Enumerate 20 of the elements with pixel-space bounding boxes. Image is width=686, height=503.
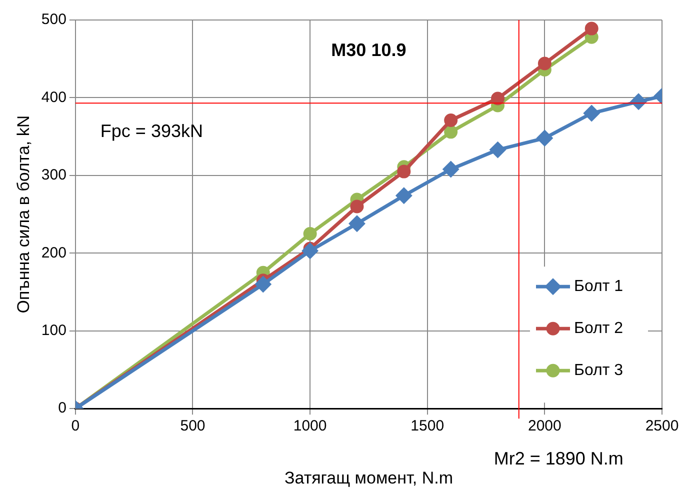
legend-label: Болт 3 (574, 362, 624, 380)
y-tick-label: 200 (41, 244, 66, 262)
x-tick-label: 1000 (293, 418, 327, 435)
x-tick-label: 2500 (645, 418, 679, 435)
legend-label: Болт 1 (574, 278, 624, 296)
x-tick-label: 1500 (410, 418, 444, 435)
y-axis-title: Опънна сила в болта, kN (14, 115, 33, 314)
x-tick-label: 0 (71, 418, 80, 435)
y-tick-label: 300 (41, 166, 66, 184)
x-tick-label: 2000 (528, 418, 562, 435)
x-axis-title: Затягащ момент, N.m (284, 468, 453, 488)
y-tick-label: 500 (41, 11, 66, 28)
ref-line-label: Fpc = 393kN (100, 121, 203, 142)
legend-label: Болт 2 (574, 320, 624, 338)
x-tick-label: 500 (180, 418, 206, 435)
y-tick-label: 100 (41, 322, 66, 340)
y-tick-label: 0 (58, 400, 66, 417)
text: M30 10.9 (331, 40, 406, 60)
ref-line-label: Mr2 = 1890 N.m (494, 448, 624, 469)
y-tick-label: 400 (41, 88, 66, 106)
